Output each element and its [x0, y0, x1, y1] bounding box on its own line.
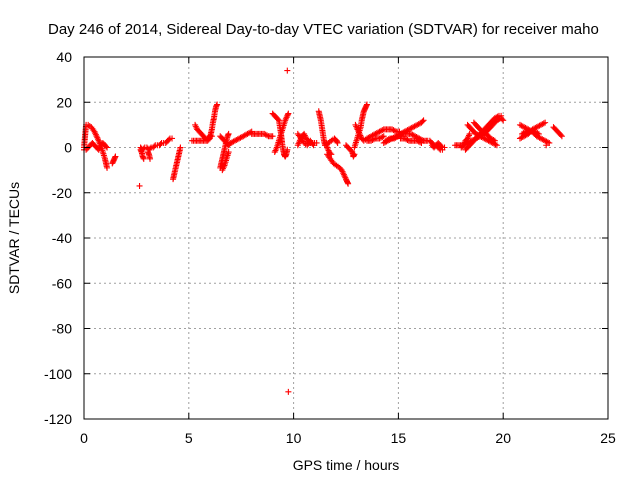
data-point-733 [490, 136, 497, 143]
data-point-469 [363, 101, 370, 108]
y-tick-label-0: -120 [44, 411, 72, 427]
data-point-184 [205, 134, 212, 141]
data-point-657 [499, 116, 506, 123]
data-point-767 [544, 139, 551, 146]
data-point-518 [379, 133, 386, 140]
y-tick-label-5: -20 [52, 185, 72, 201]
x-tick-label-0: 0 [80, 430, 88, 446]
x-axis-label: GPS time / hours [293, 457, 400, 473]
data-point-73 [112, 153, 119, 160]
data-point-658 [500, 117, 507, 124]
data-point-419 [345, 180, 352, 187]
data-point-328 [284, 67, 291, 74]
y-tick-label-7: 20 [56, 94, 72, 110]
data-point-745 [466, 130, 473, 137]
data-point-260 [264, 132, 271, 139]
y-tick-label-1: -100 [44, 366, 72, 382]
data-point-427 [327, 150, 334, 157]
data-point-791 [521, 129, 528, 136]
data-point-98 [169, 135, 176, 142]
data-point-788 [542, 119, 549, 126]
data-point-65 [103, 143, 110, 150]
data-point-319 [285, 110, 292, 117]
data-point-512 [370, 136, 377, 143]
data-point-715 [493, 142, 500, 149]
data-point-74 [136, 182, 143, 189]
data-point-802 [543, 142, 550, 149]
data-point-787 [540, 120, 547, 127]
y-tick-label-8: 40 [56, 49, 72, 65]
data-point-270 [274, 116, 281, 123]
data-point-519 [380, 133, 387, 140]
tick-labels: 0 5 10 15 20 25 -120 -100 -80 -60 -40 -20 0 20 40 [44, 49, 616, 446]
data-point-264 [269, 133, 276, 140]
data-point-810 [557, 132, 564, 139]
data-point-259 [262, 131, 269, 138]
data-point-689 [494, 113, 501, 120]
data-point-585 [403, 136, 410, 143]
data-point-83 [147, 145, 154, 152]
data-point-134 [177, 144, 184, 151]
data-point-579 [419, 118, 426, 125]
x-tick-label-5: 25 [600, 430, 616, 446]
y-tick-label-4: -40 [52, 230, 72, 246]
data-point-434 [348, 147, 355, 154]
x-tick-label-1: 5 [185, 430, 193, 446]
data-point-96 [165, 136, 172, 143]
data-point-170 [214, 101, 221, 108]
chart-title: Day 246 of 2014, Sidereal Day-to-day VTE… [48, 21, 599, 38]
data-point-186 [208, 133, 215, 140]
x-tick-label-4: 20 [495, 430, 511, 446]
data-point-768 [546, 139, 553, 146]
data-point-210 [225, 130, 232, 137]
data-point-811 [558, 133, 565, 140]
data-point-619 [441, 144, 448, 151]
y-tick-label-3: -60 [52, 275, 72, 291]
y-axis-label: SDTVAR / TECUs [6, 182, 22, 294]
data-point-596 [418, 139, 425, 146]
data-point-428 [328, 151, 335, 158]
grid-lines [84, 57, 608, 419]
data-point-714 [492, 141, 499, 148]
data-point-517 [377, 134, 384, 141]
data-point-691 [498, 112, 505, 119]
data-point-112 [147, 155, 154, 162]
data-point-329 [285, 388, 292, 395]
x-tick-label-2: 10 [286, 430, 302, 446]
axis-ticks [83, 56, 609, 420]
data-point-348 [313, 139, 320, 146]
data-point-90 [157, 141, 164, 148]
data-point-595 [417, 139, 424, 146]
data-point-586 [404, 136, 411, 143]
data-point-503 [391, 127, 398, 134]
data-point-363 [310, 142, 317, 149]
data-point-86 [151, 143, 158, 150]
data-point-617 [438, 143, 445, 150]
data-point-440 [351, 151, 358, 158]
data-point-734 [491, 137, 498, 144]
data-point-248 [225, 149, 232, 156]
data-points [81, 67, 565, 395]
data-point-396 [334, 139, 341, 146]
data-point-43 [104, 164, 111, 171]
x-tick-label-3: 15 [391, 430, 407, 446]
data-point-502 [390, 127, 397, 134]
data-point-106 [140, 155, 147, 162]
data-point-327 [284, 146, 291, 153]
data-point-66 [104, 144, 111, 151]
data-point-494 [379, 127, 386, 134]
data-point-801 [535, 130, 542, 137]
y-tick-label-6: 0 [64, 140, 72, 156]
y-tick-label-2: -80 [52, 321, 72, 337]
data-point-580 [420, 117, 427, 124]
data-point-800 [534, 130, 541, 137]
